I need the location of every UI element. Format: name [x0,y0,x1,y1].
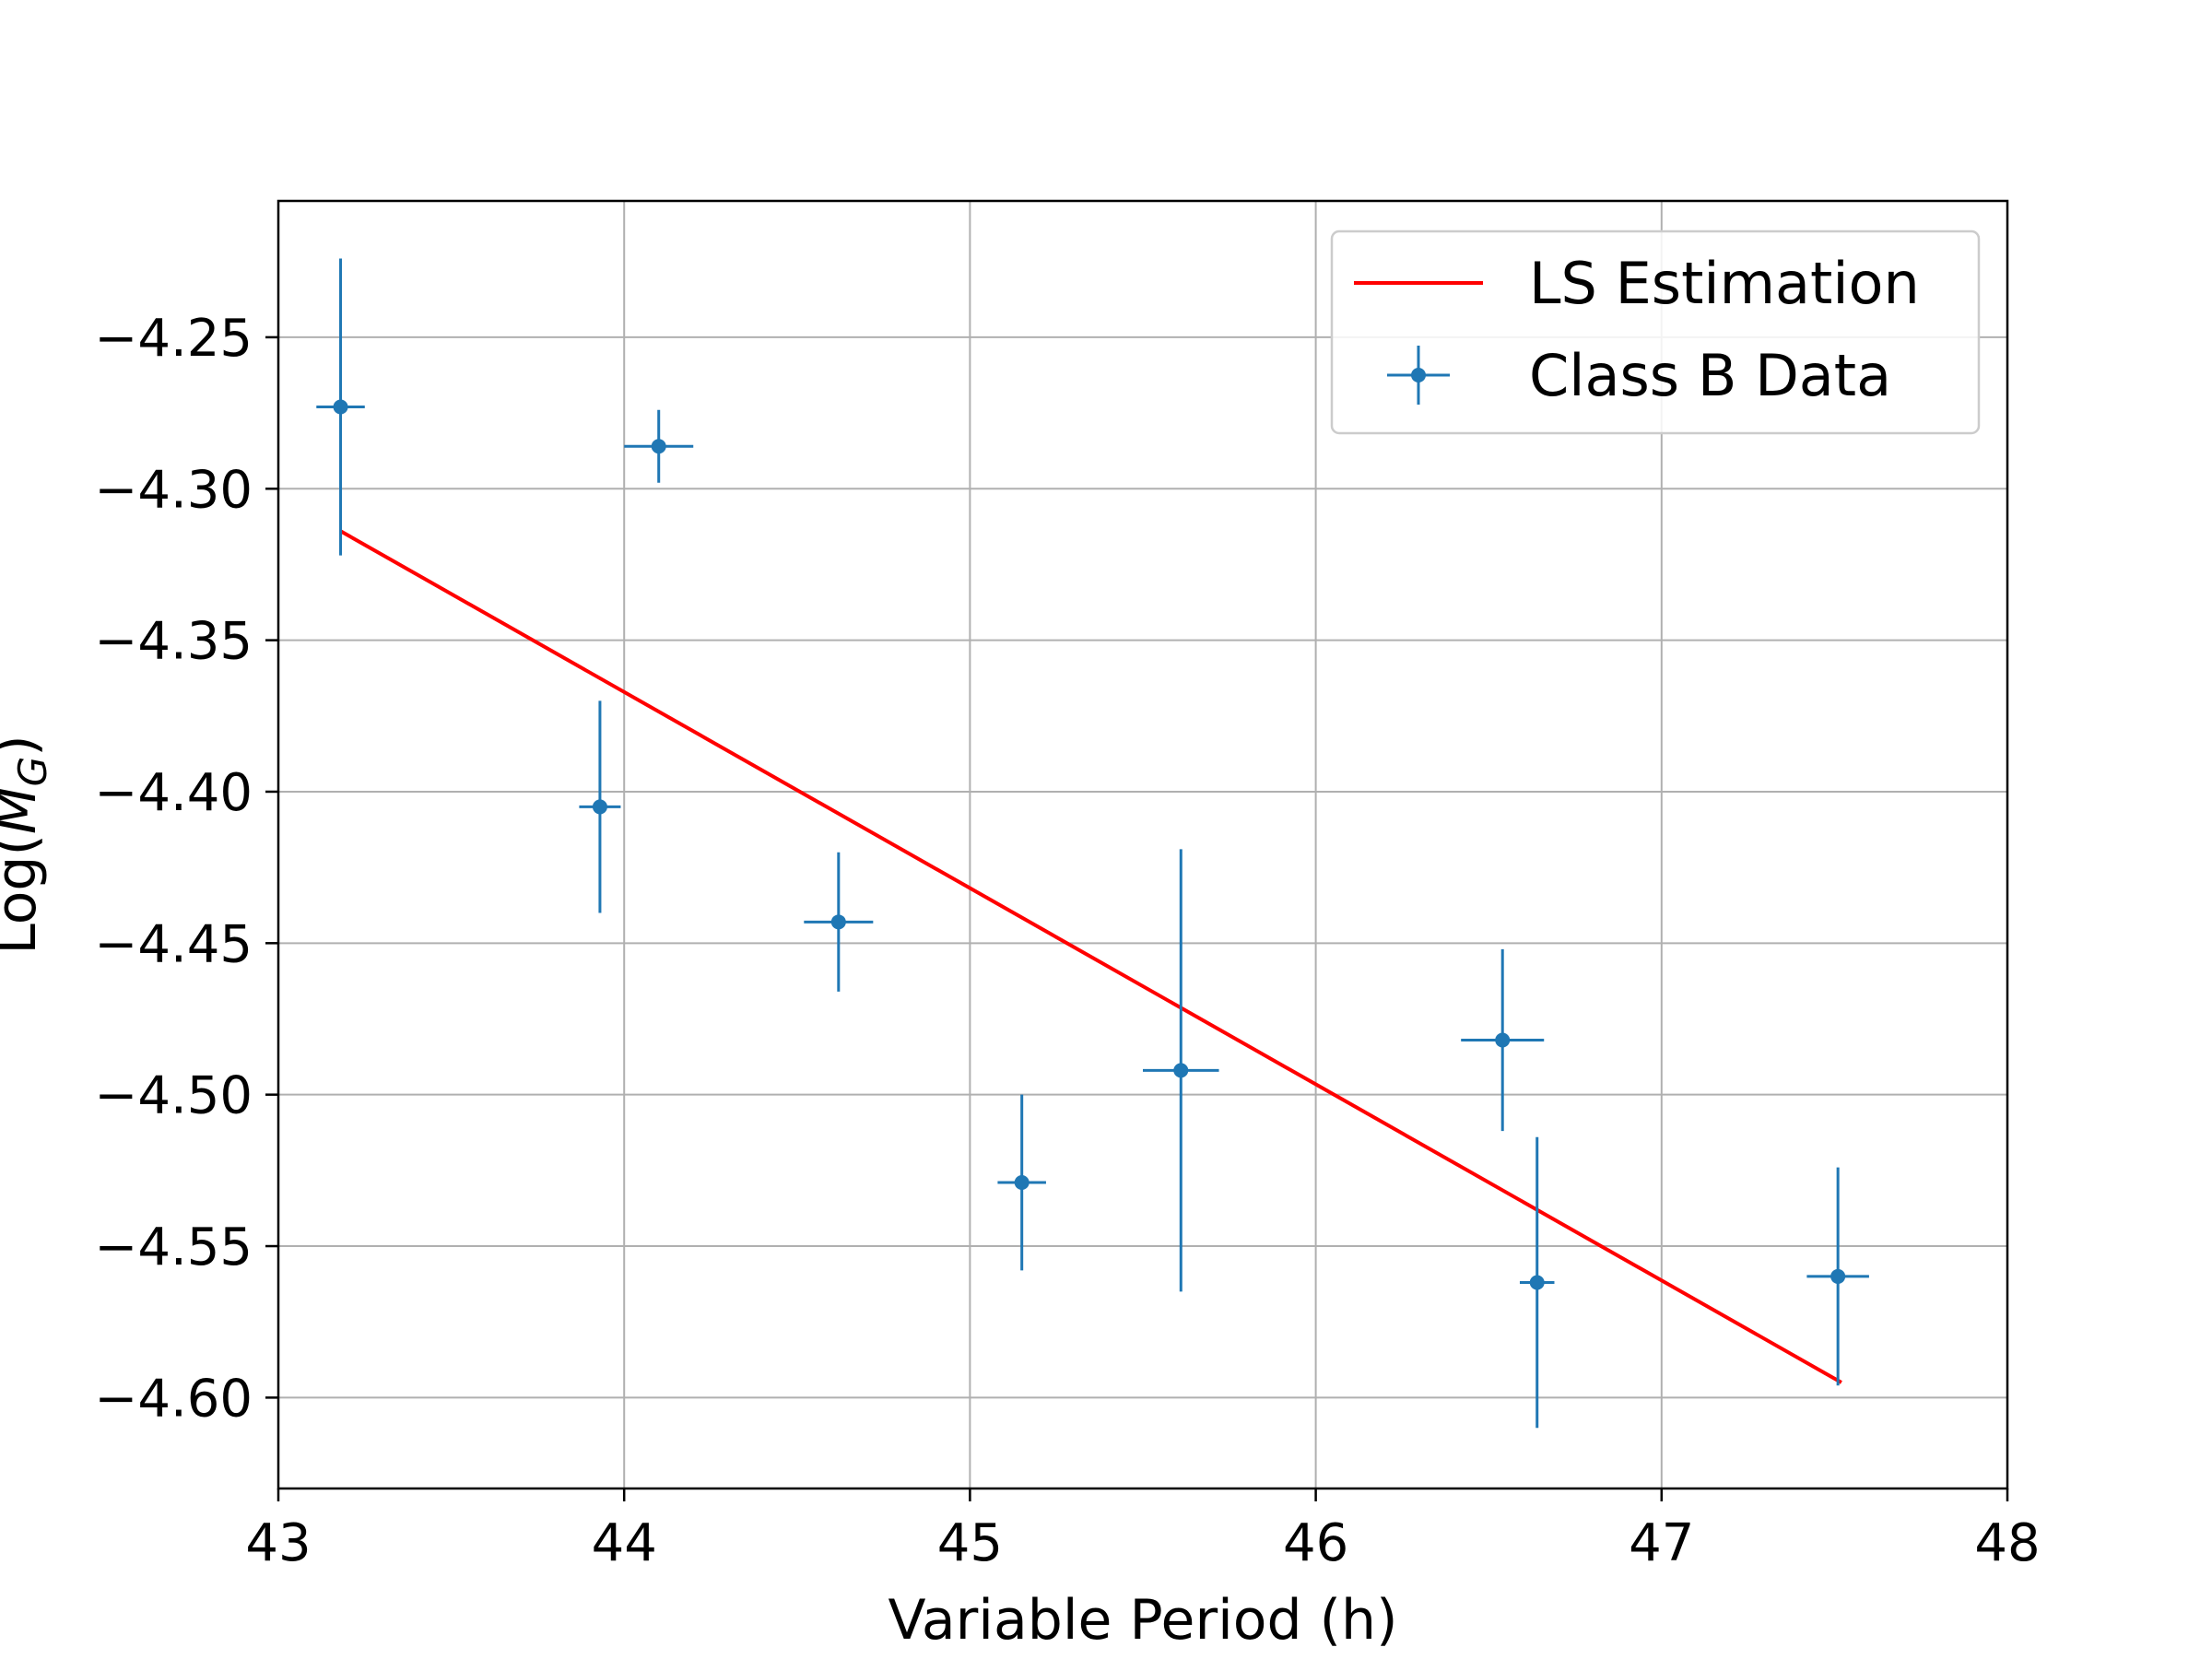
data-point [579,700,621,913]
plot-frame [276,199,2009,1490]
x-tick-label: 48 [1974,1513,2040,1573]
data-marker [1830,1268,1846,1284]
x-axis-label: Variable Period (h) [888,1588,1397,1653]
data-point [804,852,874,992]
data-marker [1495,1032,1511,1048]
data-marker [651,439,666,454]
x-tick-label: 47 [1629,1513,1694,1573]
data-marker [592,799,607,815]
plot-series [316,258,1869,1429]
data-point [1519,1136,1555,1429]
y-tick-label: −4.35 [94,612,253,672]
data-point [1806,1167,1869,1386]
data-marker [1529,1275,1545,1290]
y-tick-label: −4.45 [94,914,253,974]
data-marker [333,399,348,415]
legend: LS Estimation Class B Data [1330,229,1981,435]
data-point [1461,948,1545,1132]
data-point [997,1094,1046,1271]
y-tick-label: −4.40 [94,763,253,823]
legend-label: LS Estimation [1529,250,1920,317]
data-marker [1173,1063,1189,1078]
legend-box [1330,229,1981,435]
y-tick-label: −4.50 [94,1066,253,1126]
legend-marker-handle [1411,368,1426,382]
data-marker [830,914,846,930]
data-point [1143,849,1219,1292]
axis-ticks: 43 44 45 46 47 48 −4.25 −4.30 −4.35 −4.40 −4.45 −4.… [94,309,2040,1573]
x-tick-label: 46 [1283,1513,1348,1573]
y-axis-label: Log(MG) [0,735,55,954]
y-tick-label: −4.60 [94,1369,253,1429]
y-tick-label: −4.55 [94,1218,253,1277]
data-marker [1014,1175,1030,1191]
y-tick-label: −4.30 [94,460,253,520]
data-point [316,258,365,556]
legend-label: Class B Data [1529,342,1891,409]
data-point [624,409,694,483]
y-tick-label: −4.25 [94,309,253,369]
x-tick-label: 44 [592,1513,657,1573]
ls-estimation-line [339,529,1842,1384]
x-tick-label: 45 [937,1513,1003,1573]
x-tick-label: 43 [245,1513,311,1573]
